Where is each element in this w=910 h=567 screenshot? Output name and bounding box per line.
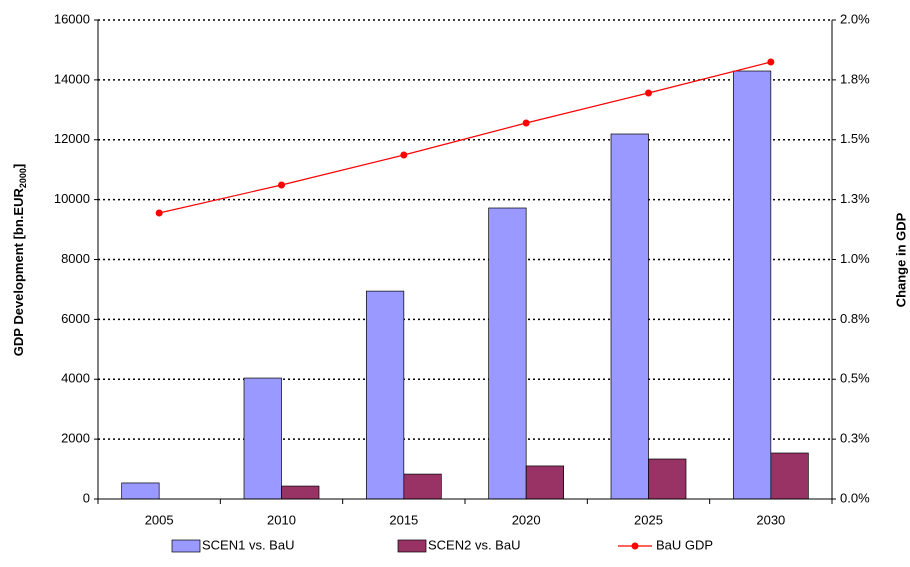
bar — [610, 133, 649, 500]
bar — [243, 377, 282, 500]
line-marker — [155, 209, 163, 217]
line — [159, 61, 771, 214]
legend-label: SCEN2 vs. BaU — [428, 537, 520, 552]
x-tick-label: 2030 — [756, 512, 785, 527]
y2-tick-label: 2.0% — [840, 11, 870, 26]
bar — [488, 207, 527, 500]
y2-tick-label: 0.3% — [840, 431, 870, 446]
x-tick-label: 2005 — [145, 512, 174, 527]
legend-swatch — [171, 539, 201, 553]
bar — [365, 290, 405, 500]
bar — [403, 473, 442, 500]
bar — [770, 452, 809, 500]
y2-axis-label: Change in GDP — [893, 212, 908, 307]
y2-tick-label: 0.8% — [840, 311, 870, 326]
y-tick-label: 14000 — [54, 71, 90, 86]
y-tick-label: 2000 — [61, 431, 90, 446]
y-tick-label: 0 — [83, 490, 90, 505]
legend-marker — [631, 542, 639, 550]
y-tick-label: 4000 — [61, 371, 90, 386]
bar — [648, 458, 687, 500]
y-tick-label: 8000 — [61, 251, 90, 266]
y-tick-label: 10000 — [54, 191, 90, 206]
y2-tick-label: 1.8% — [840, 71, 870, 86]
line-marker — [645, 89, 652, 97]
bar — [525, 465, 565, 500]
legend-label: BaU GDP — [656, 537, 713, 552]
line-marker — [522, 119, 530, 127]
bar — [281, 485, 320, 500]
x-tick-label: 2015 — [389, 512, 418, 527]
y2-tick-label: 1.5% — [840, 131, 870, 146]
legend-swatch — [397, 539, 427, 553]
line-marker — [400, 151, 408, 159]
y-tick-label: 6000 — [61, 311, 90, 326]
y2-tick-label: 0.0% — [840, 490, 870, 505]
x-tick-label: 2025 — [634, 512, 663, 527]
y2-tick-label: 1.0% — [840, 251, 870, 266]
x-tick-label: 2010 — [267, 512, 296, 527]
bar — [732, 70, 772, 500]
bar — [121, 482, 160, 500]
y-tick-label: 16000 — [54, 11, 90, 26]
y2-tick-label: 1.3% — [840, 191, 870, 206]
legend-label: SCEN1 vs. BaU — [202, 537, 294, 552]
x-tick-label: 2020 — [512, 512, 541, 527]
line-marker — [767, 58, 775, 66]
y-axis-label: GDP Development [bn.EUR2000] — [11, 164, 28, 356]
y2-tick-label: 0.5% — [840, 371, 870, 386]
y-tick-label: 12000 — [54, 131, 90, 146]
line-marker — [278, 181, 285, 189]
